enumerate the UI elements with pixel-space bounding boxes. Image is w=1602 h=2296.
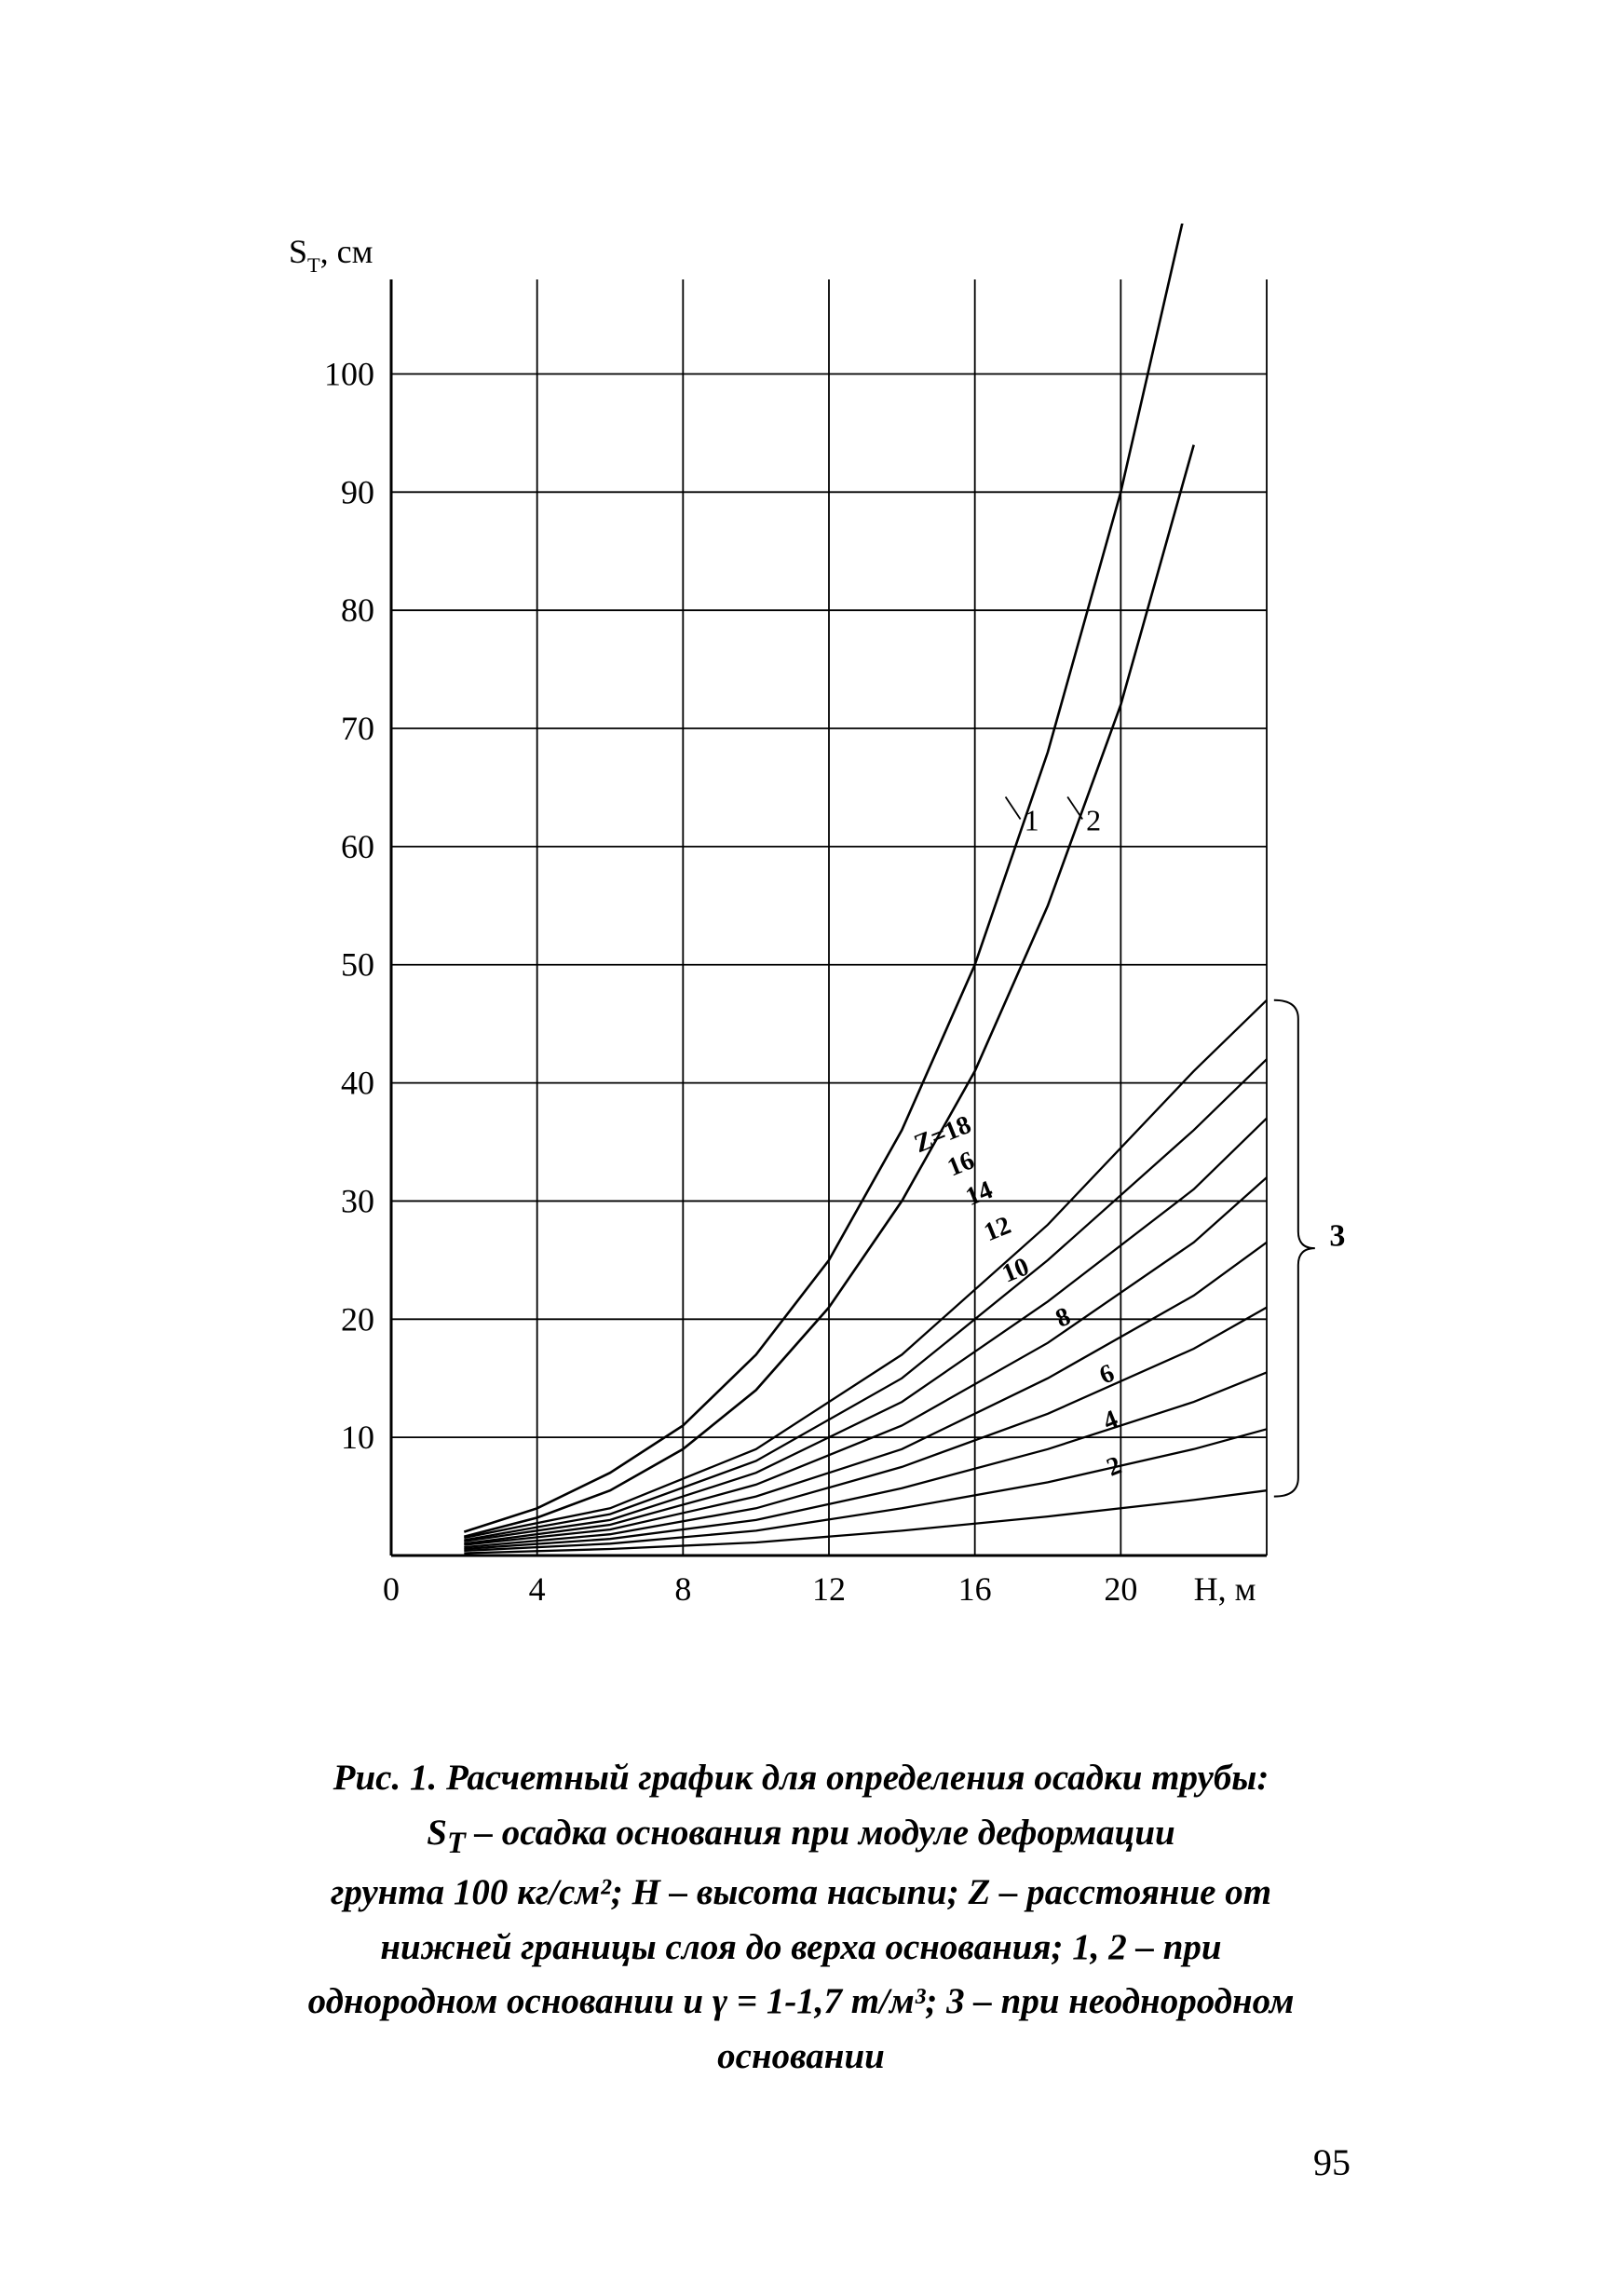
svg-text:H, м: H, м <box>1194 1570 1256 1608</box>
svg-text:8: 8 <box>674 1570 691 1608</box>
svg-text:1: 1 <box>1025 804 1039 837</box>
svg-text:0: 0 <box>383 1570 400 1608</box>
caption-line: нижней границы слоя до верха основания; … <box>380 1927 1221 1967</box>
svg-text:30: 30 <box>341 1182 374 1219</box>
svg-text:60: 60 <box>341 828 374 865</box>
svg-text:70: 70 <box>341 710 374 747</box>
svg-text:100: 100 <box>324 355 374 392</box>
svg-text:16: 16 <box>958 1570 992 1608</box>
svg-text:12: 12 <box>980 1211 1015 1247</box>
caption-line: Рис. 1. Расчетный график для определения… <box>333 1758 1269 1798</box>
caption-line: основании <box>717 2036 885 2076</box>
caption-line: грунта 100 кг/см²; H – высота насыпи; Z … <box>331 1872 1271 1912</box>
settlement-chart: 048121620102030405060708090100H, мST, см… <box>270 224 1378 1639</box>
svg-text:3: 3 <box>1329 1219 1345 1254</box>
svg-text:8: 8 <box>1052 1302 1075 1334</box>
svg-text:14: 14 <box>962 1175 998 1212</box>
page-number: 95 <box>1313 2140 1351 2184</box>
svg-text:16: 16 <box>944 1146 979 1182</box>
svg-text:4: 4 <box>529 1570 546 1608</box>
caption-line: ST – осадка основания при модуле деформа… <box>427 1813 1175 1853</box>
svg-text:40: 40 <box>341 1065 374 1102</box>
svg-text:50: 50 <box>341 946 374 984</box>
svg-text:20: 20 <box>341 1300 374 1338</box>
svg-text:90: 90 <box>341 473 374 510</box>
svg-text:10: 10 <box>998 1252 1034 1288</box>
svg-text:80: 80 <box>341 591 374 629</box>
chart-container: 048121620102030405060708090100H, мST, см… <box>270 224 1378 1644</box>
svg-text:20: 20 <box>1104 1570 1137 1608</box>
svg-text:12: 12 <box>812 1570 846 1608</box>
svg-text:ST, см: ST, см <box>289 233 373 277</box>
svg-text:6: 6 <box>1095 1359 1119 1391</box>
svg-text:10: 10 <box>341 1419 374 1456</box>
svg-text:2: 2 <box>1086 804 1101 837</box>
svg-text:2: 2 <box>1103 1451 1126 1483</box>
caption-line: однородном основании и γ = 1-1,7 т/м³; 3… <box>308 1981 1295 2021</box>
figure-caption: Рис. 1. Расчетный график для определения… <box>205 1751 1397 2084</box>
